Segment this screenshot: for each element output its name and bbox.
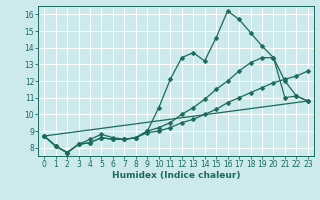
X-axis label: Humidex (Indice chaleur): Humidex (Indice chaleur) — [112, 171, 240, 180]
